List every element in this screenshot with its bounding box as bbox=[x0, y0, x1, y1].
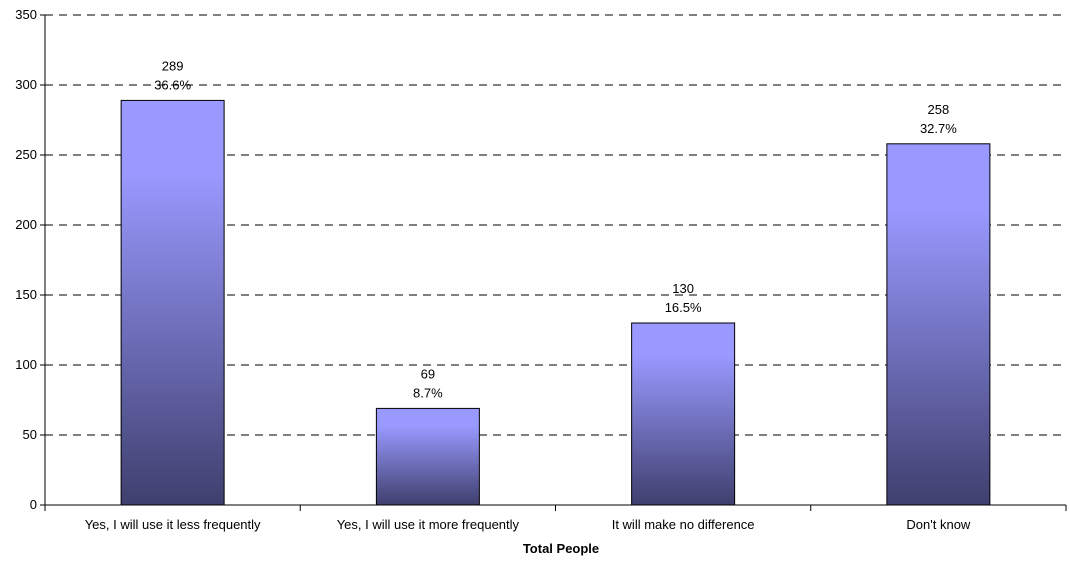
bar-value-label: 258 bbox=[928, 102, 950, 117]
bar-value-label: 130 bbox=[672, 281, 694, 296]
bar-percent-label: 36.6% bbox=[154, 77, 191, 92]
category-label: Yes, I will use it more frequently bbox=[337, 517, 520, 532]
y-tick-label: 350 bbox=[15, 7, 37, 22]
category-label: It will make no difference bbox=[612, 517, 755, 532]
category-label: Don't know bbox=[906, 517, 971, 532]
bar-percent-label: 32.7% bbox=[920, 121, 957, 136]
bar bbox=[886, 143, 991, 506]
bar-value-label: 69 bbox=[421, 366, 435, 381]
bar-percent-label: 16.5% bbox=[665, 300, 702, 315]
category-label: Yes, I will use it less frequently bbox=[85, 517, 261, 532]
bars bbox=[120, 99, 991, 506]
y-tick-label: 0 bbox=[30, 497, 37, 512]
labels: 0 50 100 150 200 250 300 350 289 36.6% Yes, I will… bbox=[15, 7, 971, 532]
y-tick-label: 200 bbox=[15, 217, 37, 232]
bar-percent-label: 8.7% bbox=[413, 385, 443, 400]
y-tick-label: 250 bbox=[15, 147, 37, 162]
x-axis-title: Total People bbox=[523, 541, 599, 556]
bar bbox=[375, 407, 480, 506]
y-tick-label: 150 bbox=[15, 287, 37, 302]
y-tick-label: 100 bbox=[15, 357, 37, 372]
axes bbox=[40, 14, 1067, 511]
y-tick-label: 300 bbox=[15, 77, 37, 92]
bar bbox=[631, 322, 736, 506]
y-tick-label: 50 bbox=[23, 427, 37, 442]
bar bbox=[120, 99, 225, 506]
bar-value-label: 289 bbox=[162, 58, 184, 73]
